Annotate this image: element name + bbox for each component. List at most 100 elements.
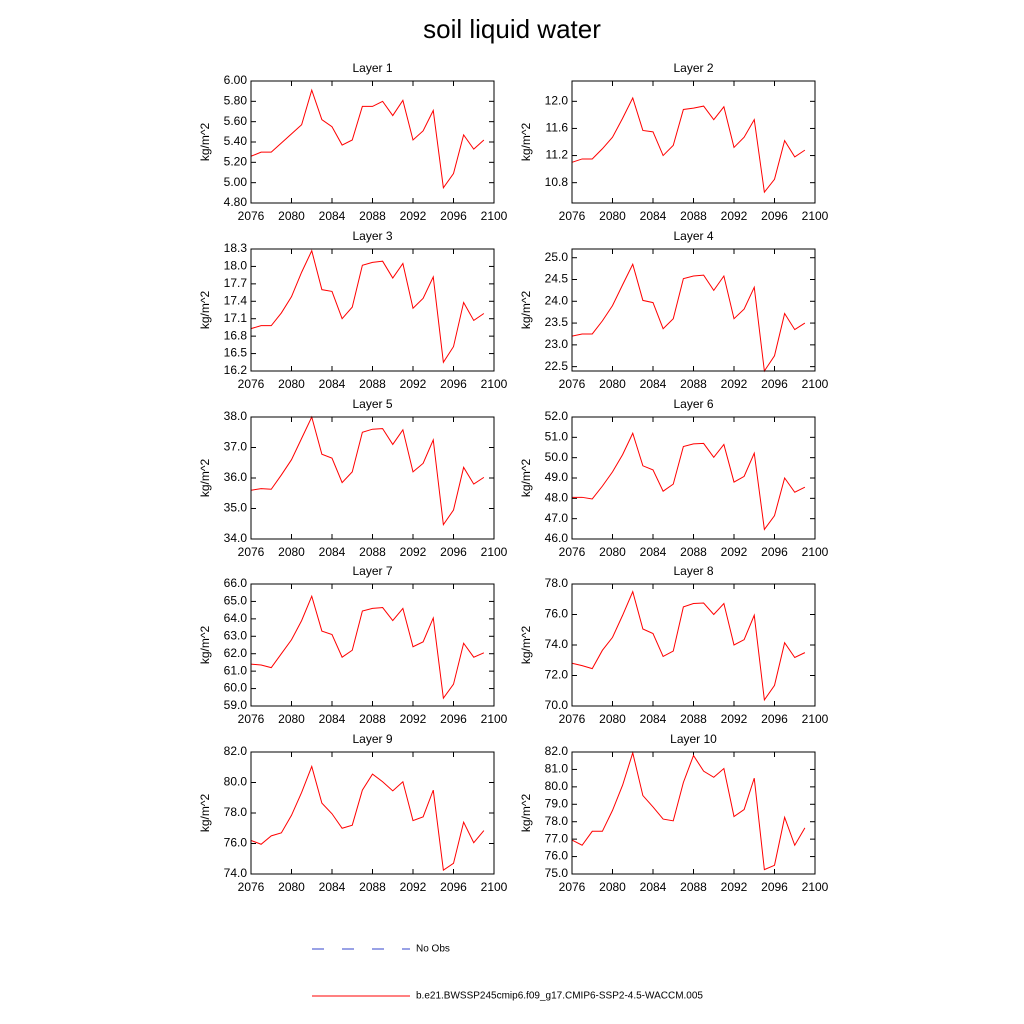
x-tick-label: 2088 — [359, 545, 386, 559]
panel-title: Layer 5 — [352, 397, 392, 411]
x-tick-label: 2080 — [278, 880, 305, 894]
y-tick-label: 6.00 — [224, 73, 248, 87]
y-tick-label: 72.0 — [545, 668, 569, 682]
x-tick-label: 2100 — [802, 209, 829, 223]
y-tick-label: 11.6 — [546, 121, 569, 135]
x-tick-label: 2088 — [680, 377, 707, 391]
y-axis-label: kg/m^2 — [198, 123, 212, 162]
x-tick-label: 2100 — [481, 712, 508, 726]
panel-title: Layer 1 — [352, 61, 392, 75]
panel-title: Layer 7 — [352, 564, 392, 578]
x-tick-label: 2084 — [640, 545, 667, 559]
plot-frame — [250, 751, 495, 875]
y-tick-label: 76.0 — [545, 849, 569, 863]
x-tick-label: 2080 — [278, 712, 305, 726]
panel-title: Layer 8 — [673, 564, 713, 578]
x-tick-label: 2084 — [319, 880, 346, 894]
y-tick-label: 37.0 — [224, 440, 248, 454]
y-axis-label: kg/m^2 — [519, 291, 533, 330]
x-tick-label: 2076 — [238, 377, 265, 391]
y-tick-label: 36.0 — [224, 470, 248, 484]
x-tick-label: 2092 — [721, 377, 748, 391]
panel-title: Layer 4 — [673, 229, 713, 243]
y-tick-label: 17.1 — [224, 311, 248, 325]
x-tick-label: 2076 — [559, 712, 586, 726]
x-tick-label: 2096 — [761, 545, 788, 559]
y-tick-label: 79.0 — [545, 796, 569, 810]
y-tick-label: 10.8 — [545, 175, 569, 189]
plot-frame — [250, 80, 495, 204]
data-line — [250, 249, 485, 364]
y-tick-label: 5.40 — [224, 134, 248, 148]
y-tick-label: 34.0 — [224, 531, 248, 545]
x-tick-label: 2088 — [359, 712, 386, 726]
x-tick-label: 2084 — [640, 880, 667, 894]
y-tick-label: 47.0 — [545, 511, 569, 525]
x-tick-label: 2092 — [721, 880, 748, 894]
y-tick-label: 5.80 — [224, 94, 248, 108]
x-tick-label: 2084 — [640, 712, 667, 726]
x-tick-label: 2088 — [680, 712, 707, 726]
x-tick-label: 2088 — [680, 209, 707, 223]
x-tick-label: 2092 — [721, 209, 748, 223]
x-tick-label: 2100 — [802, 712, 829, 726]
y-tick-label: 74.0 — [224, 866, 248, 880]
y-tick-label: 52.0 — [545, 409, 569, 423]
x-tick-label: 2088 — [359, 880, 386, 894]
y-tick-label: 24.5 — [545, 272, 569, 286]
y-tick-label: 49.0 — [545, 470, 569, 484]
legend-label: b.e21.BWSSP245cmip6.f09_g17.CMIP6-SSP2-4… — [416, 991, 703, 1002]
y-tick-label: 18.0 — [224, 259, 248, 273]
plot-frame — [571, 248, 816, 372]
x-tick-label: 2100 — [802, 545, 829, 559]
y-tick-label: 76.0 — [224, 836, 248, 850]
x-tick-label: 2096 — [440, 377, 467, 391]
y-axis-label: kg/m^2 — [198, 459, 212, 498]
plot-frame — [250, 248, 495, 372]
x-tick-label: 2096 — [440, 209, 467, 223]
y-tick-label: 16.2 — [224, 363, 248, 377]
x-tick-label: 2100 — [481, 377, 508, 391]
y-tick-label: 48.0 — [545, 491, 569, 505]
y-tick-label: 17.4 — [224, 293, 248, 307]
x-tick-label: 2092 — [400, 712, 427, 726]
panel-title: Layer 9 — [352, 732, 392, 746]
x-tick-label: 2092 — [721, 712, 748, 726]
plot-frame — [250, 416, 495, 540]
x-tick-label: 2100 — [802, 377, 829, 391]
y-tick-label: 65.0 — [224, 594, 248, 608]
y-tick-label: 38.0 — [224, 409, 248, 423]
y-tick-label: 59.0 — [224, 698, 248, 712]
plot-frame — [571, 416, 816, 540]
y-tick-label: 81.0 — [545, 762, 569, 776]
x-tick-label: 2076 — [559, 209, 586, 223]
x-tick-label: 2100 — [481, 545, 508, 559]
x-tick-label: 2076 — [238, 209, 265, 223]
panel-title: Layer 3 — [352, 229, 392, 243]
x-tick-label: 2092 — [400, 545, 427, 559]
y-tick-label: 66.0 — [224, 576, 248, 590]
x-tick-label: 2076 — [238, 545, 265, 559]
y-tick-label: 64.0 — [224, 611, 248, 625]
x-tick-label: 2084 — [319, 712, 346, 726]
data-line — [571, 96, 806, 194]
y-tick-label: 23.0 — [545, 337, 569, 351]
panel-title: Layer 10 — [670, 732, 717, 746]
x-tick-label: 2096 — [761, 880, 788, 894]
y-tick-label: 16.8 — [224, 328, 248, 342]
y-axis-label: kg/m^2 — [198, 794, 212, 833]
legend-label: No Obs — [416, 944, 450, 955]
x-tick-label: 2080 — [278, 545, 305, 559]
y-tick-label: 82.0 — [545, 744, 569, 758]
y-tick-label: 35.0 — [224, 501, 248, 515]
y-tick-label: 4.80 — [224, 195, 248, 209]
panel-title: Layer 6 — [673, 397, 713, 411]
x-tick-label: 2076 — [238, 880, 265, 894]
x-tick-label: 2096 — [761, 209, 788, 223]
data-line — [250, 415, 485, 527]
x-tick-label: 2088 — [359, 209, 386, 223]
x-tick-label: 2100 — [481, 880, 508, 894]
y-tick-label: 5.00 — [224, 175, 248, 189]
y-axis-label: kg/m^2 — [519, 794, 533, 833]
